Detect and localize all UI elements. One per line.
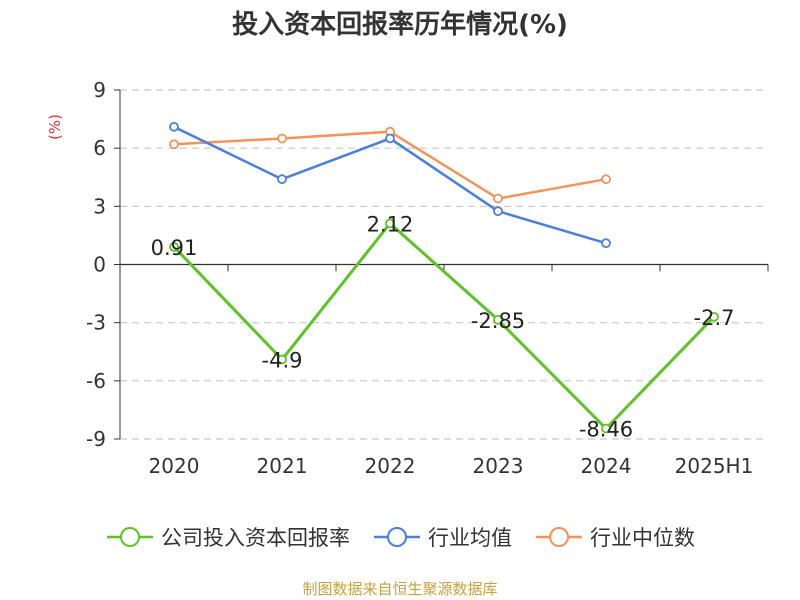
x-tick-label: 2021	[257, 454, 308, 478]
data-label-company: -2.85	[471, 309, 525, 333]
data-point-industry-median[interactable]	[169, 139, 179, 150]
grid-lines	[120, 89, 768, 440]
data-point-industry-avg[interactable]	[385, 133, 395, 144]
data-point-company[interactable]	[277, 354, 287, 365]
series-line-company	[172, 221, 716, 431]
legend-item-industry-avg[interactable]: 行业均值	[372, 522, 512, 552]
legend-marker-industry-median	[536, 527, 582, 547]
data-label-company: -2.7	[694, 306, 735, 330]
legend-label-company: 公司投入资本回报率	[161, 526, 350, 550]
data-point-industry-avg[interactable]	[277, 174, 287, 185]
y-tick-label: 9	[93, 78, 106, 102]
y-axis-label: (%)	[46, 114, 64, 140]
data-point-industry-median[interactable]	[493, 193, 503, 204]
data-point-industry-avg[interactable]	[493, 206, 503, 217]
data-point-industry-avg[interactable]	[169, 121, 179, 132]
legend-label-industry-median: 行业中位数	[590, 526, 695, 550]
data-labels: 0.91 -4.9 2.12 -2.85 -8.46 -2.7	[151, 212, 735, 441]
data-point-company[interactable]	[385, 218, 395, 229]
x-tick-label: 2023	[473, 454, 524, 478]
y-tick-label: 3	[93, 194, 106, 218]
axes: 9 6 3 0 -3 -6 -9 2020 2021 2022 2023 2024 2025H1	[86, 78, 769, 478]
legend: 公司投入资本回报率 行业均值 行业中位数	[0, 520, 800, 554]
y-tick-label: -9	[86, 427, 106, 451]
data-point-company[interactable]	[169, 241, 179, 252]
data-point-company[interactable]	[709, 311, 719, 322]
legend-item-company[interactable]: 公司投入资本回报率	[105, 522, 350, 552]
data-label-company: -4.9	[262, 349, 303, 373]
y-tick-label: -6	[86, 369, 106, 393]
x-tick-label: 2025H1	[675, 454, 754, 478]
data-label-company: 0.91	[151, 236, 198, 260]
x-tick-label: 2022	[365, 454, 416, 478]
legend-marker-industry-avg	[374, 527, 420, 547]
data-point-industry-median[interactable]	[277, 133, 287, 144]
data-point-company[interactable]	[493, 314, 503, 325]
series-lines	[169, 121, 719, 434]
chart-title: 投入资本回报率历年情况(%)	[232, 10, 568, 40]
data-point-company[interactable]	[601, 423, 611, 434]
legend-marker-company	[107, 527, 153, 547]
y-tick-label: 6	[93, 136, 106, 160]
y-tick-label: -3	[86, 311, 106, 335]
legend-label-industry-avg: 行业均值	[428, 526, 512, 550]
data-point-industry-avg[interactable]	[601, 238, 611, 249]
data-label-company: 2.12	[367, 212, 414, 236]
x-tick-label: 2020	[149, 454, 200, 478]
y-tick-label: 0	[93, 253, 106, 277]
data-point-industry-median[interactable]	[601, 174, 611, 185]
source-note: 制图数据来自恒生聚源数据库	[302, 580, 498, 598]
x-tick-label: 2024	[581, 454, 632, 478]
legend-item-industry-median[interactable]: 行业中位数	[534, 522, 695, 552]
data-label-company: -8.46	[579, 418, 633, 442]
